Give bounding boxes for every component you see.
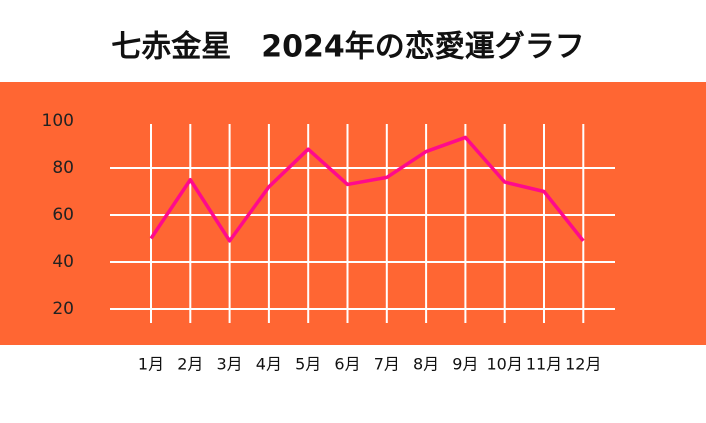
y-tick-label: 80 [52,158,74,178]
y-tick-label: 100 [42,111,74,131]
y-tick-label: 60 [52,205,74,225]
x-tick-label: 6月 [334,355,360,374]
x-tick-label: 2月 [177,355,203,374]
x-tick-label: 1月 [138,355,164,374]
x-tick-label: 5月 [295,355,321,374]
x-tick-label: 8月 [413,355,439,374]
x-tick-label: 11月 [526,355,562,374]
x-tick-label: 3月 [217,355,243,374]
chart-title: 七赤金星 2024年の恋愛運グラフ [111,30,585,65]
plot-background [0,82,706,345]
line-series [149,135,585,243]
x-tick-label: 10月 [487,355,523,374]
x-tick-label: 7月 [374,355,400,374]
x-tick-label: 4月 [256,355,282,374]
y-tick-label: 20 [52,299,74,319]
y-tick-label: 40 [52,252,74,272]
x-tick-label: 9月 [452,355,478,374]
x-tick-label: 12月 [565,355,601,374]
